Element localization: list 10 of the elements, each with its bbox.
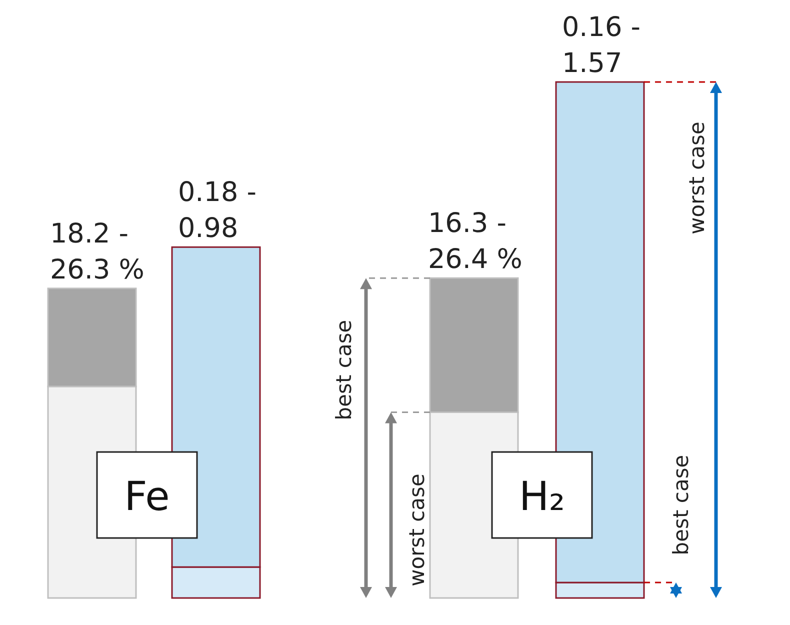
text: 0.16 - 1.57 [562,12,640,79]
annotation: H₂ [518,474,566,520]
annotation: worst case [405,474,429,586]
annotation: 0.18 - 0.98 [178,177,256,244]
annotation: best case [669,454,693,556]
annotation: best case [332,320,356,420]
annotation: worst case [685,122,709,234]
annotation: Fe [124,474,170,520]
annotation: 16.3 - 26.4 % [428,208,522,276]
annotation: 18.2 - 26.3 % [50,218,144,286]
